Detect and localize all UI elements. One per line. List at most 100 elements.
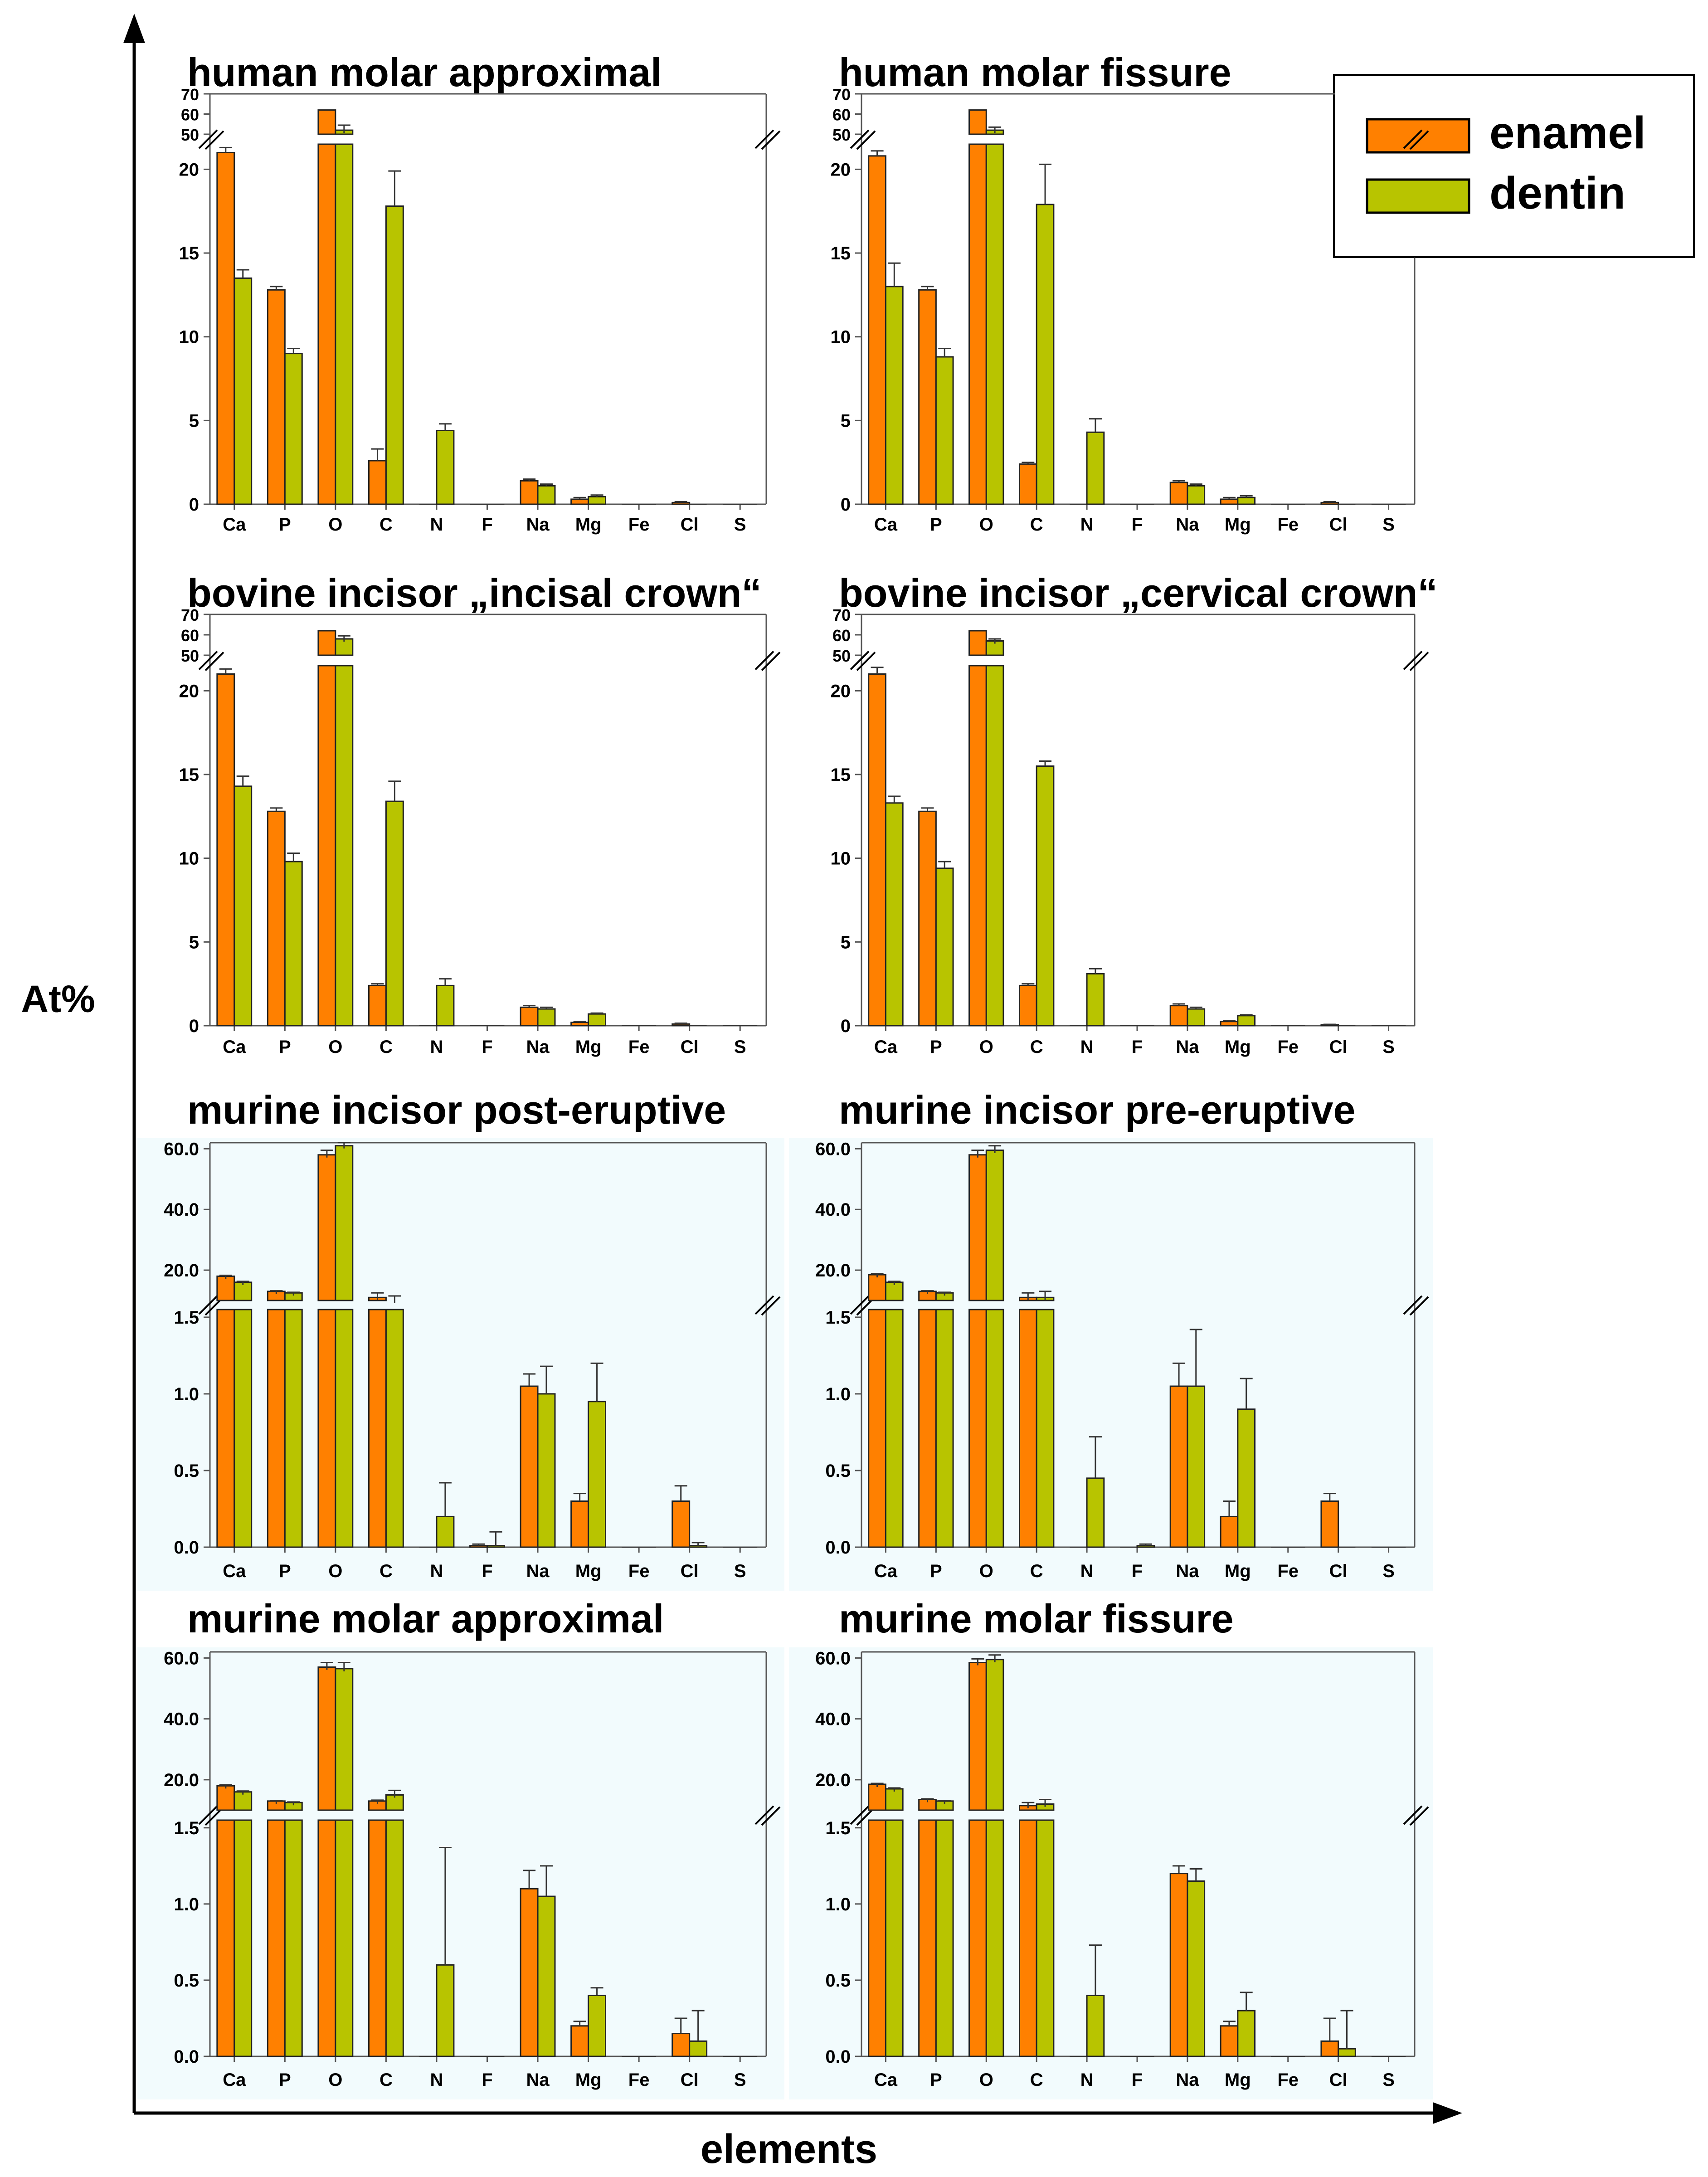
bar-enamel [968, 1661, 987, 1811]
x-tick-label: Na [526, 1037, 550, 1057]
x-tick-label: N [1080, 2070, 1094, 2090]
y-tick-label: 1.5 [825, 1818, 851, 1838]
y-tick-label: 60 [181, 626, 199, 645]
bar-enamel [968, 1819, 987, 2057]
y-tick-label: 70 [832, 85, 851, 104]
x-tick-label: F [1132, 515, 1143, 535]
bar-dentin [985, 1659, 1004, 1811]
bar-enamel [1320, 1500, 1339, 1548]
x-tick-label: F [1132, 1561, 1143, 1581]
chart-panel: human molar approximal 0 5 10 15 20 50 60 70 Ca P O… [179, 50, 781, 535]
axis-break-mark [754, 129, 774, 149]
bar-dentin [234, 1819, 253, 2057]
bar-enamel [918, 1819, 937, 2057]
bar-enamel [317, 1819, 336, 2057]
bar-enamel [1220, 2025, 1239, 2057]
x-tick-label: F [482, 1037, 492, 1057]
y-tick-label: 0.0 [825, 1538, 851, 1558]
axis-break-mark [198, 1295, 218, 1315]
x-tick-label: Ca [223, 1561, 246, 1581]
axis-break-mark [754, 651, 774, 670]
bar-enamel [1169, 1385, 1188, 1548]
x-tick-label: C [380, 1561, 393, 1581]
chart-panel: murine molar fissure 0.0 0.5 1.0 1.5 20.0 40.0… [789, 1596, 1433, 2099]
x-tick-label: O [979, 1037, 993, 1057]
bar-dentin [885, 1281, 904, 1301]
axis-break-mark [1403, 129, 1423, 149]
bar-dentin [1338, 2048, 1356, 2057]
x-tick-label: P [930, 515, 942, 535]
x-tick-label: Mg [1225, 1037, 1251, 1057]
bar-enamel [267, 1309, 286, 1548]
y-tick-label: 40.0 [164, 1200, 199, 1220]
bar-dentin [1187, 1385, 1206, 1548]
bar-enamel [1320, 502, 1339, 505]
x-axis-label: elements [701, 2127, 877, 2172]
bar-enamel [868, 1274, 886, 1301]
bar-dentin [537, 1895, 556, 2057]
y-tick-label: 1.0 [825, 1384, 851, 1404]
bar-enamel [570, 498, 589, 505]
x-tick-label: Cl [681, 515, 699, 535]
x-tick-label: S [1382, 2070, 1395, 2090]
bar-dentin [385, 1819, 404, 2057]
bar-enamel [968, 1154, 987, 1301]
x-tick-label: C [1030, 1037, 1043, 1057]
x-tick-label: N [1080, 1037, 1094, 1057]
bar-enamel [216, 151, 235, 505]
y-tick-label: 0 [841, 495, 851, 515]
y-tick-label: 60 [181, 106, 199, 124]
y-tick-label: 40.0 [815, 1200, 851, 1220]
x-tick-label: O [979, 515, 993, 535]
bar-dentin [335, 665, 354, 1027]
x-tick-label: P [279, 1037, 291, 1057]
bar-enamel [1018, 463, 1037, 505]
bar-dentin [436, 1964, 455, 2057]
y-tick-label: 0 [841, 1016, 851, 1036]
y-tick-label: 10 [179, 849, 200, 869]
bar-enamel [1018, 1309, 1037, 1548]
bar-enamel [918, 810, 937, 1027]
axis-break-mark [856, 652, 876, 671]
legend-label-enamel: enamel [1489, 107, 1646, 158]
y-tick-label: 60 [832, 106, 851, 124]
bar-dentin [935, 1819, 954, 2057]
x-tick-label: S [734, 2070, 746, 2090]
bar-dentin [588, 496, 607, 505]
bar-dentin [1237, 1015, 1256, 1027]
bar-dentin [985, 1309, 1004, 1548]
bar-dentin [1086, 1477, 1105, 1548]
x-tick-label: P [930, 2070, 942, 2090]
x-tick-label: F [482, 515, 492, 535]
axis-break-mark [754, 1805, 774, 1825]
x-tick-label: O [979, 2070, 993, 2090]
x-tick-label: Mg [575, 515, 602, 535]
axis-break-mark [761, 1296, 781, 1316]
bar-dentin [436, 430, 455, 505]
y-tick-label: 0.0 [174, 1538, 199, 1558]
bar-enamel [216, 1785, 235, 1811]
legend-swatch-dentin [1366, 178, 1470, 214]
x-tick-label: Ca [223, 2070, 246, 2090]
legend-box [1333, 74, 1695, 258]
bar-enamel [1169, 1005, 1188, 1027]
bar-dentin [234, 277, 253, 505]
bar-dentin [234, 1281, 253, 1301]
x-tick-label: C [380, 515, 393, 535]
bar-enamel [1220, 1021, 1239, 1027]
axis-break-mark [761, 652, 781, 671]
y-tick-label: 0.5 [825, 1461, 851, 1481]
bar-dentin [335, 143, 354, 505]
x-tick-label: Ca [223, 515, 246, 535]
axis-break-mark [856, 130, 876, 150]
x-tick-label: Cl [1329, 1037, 1348, 1057]
bar-enamel [968, 665, 987, 1027]
x-tick-label: S [734, 515, 746, 535]
y-tick-label: 1.0 [174, 1895, 199, 1914]
bar-enamel [672, 502, 691, 505]
x-tick-label: N [430, 1561, 443, 1581]
bar-enamel [570, 1022, 589, 1027]
bar-dentin [537, 485, 556, 505]
axis-break-mark [850, 1805, 870, 1825]
x-tick-label: C [1030, 2070, 1043, 2090]
